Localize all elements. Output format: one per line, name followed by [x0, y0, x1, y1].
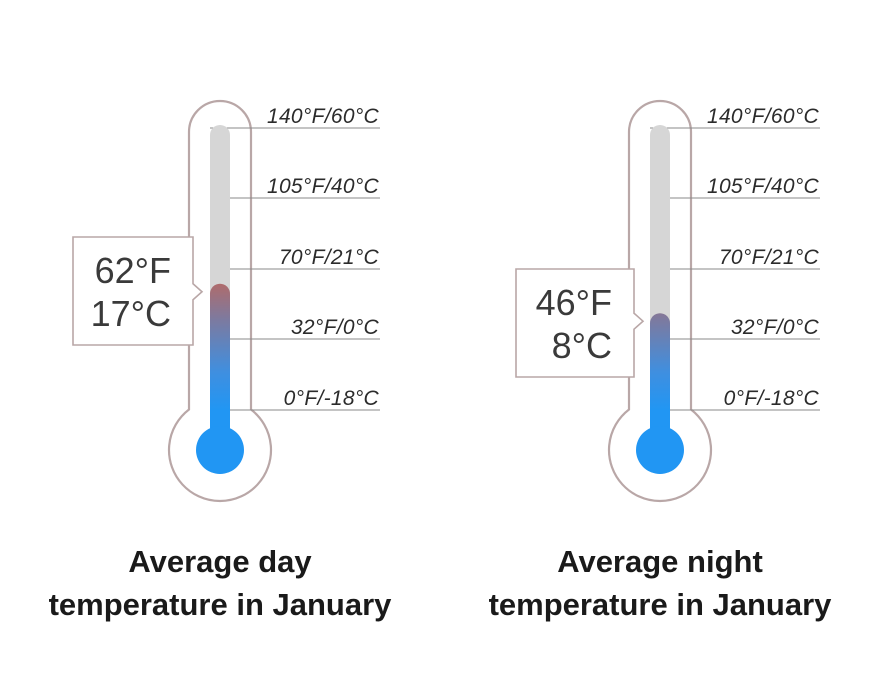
readout-celsius: 17°C [91, 293, 171, 334]
tick-label: 0°F/-18°C [724, 387, 820, 410]
tick-label: 32°F/0°C [731, 316, 820, 339]
mercury-column [650, 313, 670, 440]
chart-title-day-line-1: Average day [128, 544, 312, 579]
tick-label: 105°F/40°C [707, 175, 820, 198]
chart-title-day: Average day temperature in January [0, 540, 440, 626]
tick-label: 140°F/60°C [707, 105, 820, 128]
mercury-column [210, 283, 230, 440]
tick-label: 70°F/21°C [719, 246, 820, 269]
tick-label: 105°F/40°C [267, 175, 380, 198]
thermometer-bulb [196, 426, 244, 474]
tick-label: 140°F/60°C [267, 105, 380, 128]
chart-title-night-line-1: Average night [557, 544, 763, 579]
thermometer-night: 140°F/60°C 105°F/40°C 70°F/21°C 32°F/0°C 0°F… [515, 99, 820, 503]
chart-title-night: Average night temperature in January [440, 540, 880, 626]
readout-fahrenheit: 46°F [536, 282, 612, 323]
tick-label: 32°F/0°C [291, 316, 380, 339]
readout-fahrenheit: 62°F [95, 250, 171, 291]
thermometer-day: 140°F/60°C 105°F/40°C 70°F/21°C 32°F/0°C 0°F… [72, 99, 380, 503]
readout-callout [72, 236, 204, 346]
readout-callout [515, 268, 645, 378]
chart-title-night-line-2: temperature in January [488, 587, 832, 622]
tick-label: 0°F/-18°C [284, 387, 380, 410]
chart-title-day-line-2: temperature in January [48, 587, 392, 622]
thermometer-bulb [636, 426, 684, 474]
readout-celsius: 8°C [552, 325, 612, 366]
tick-label: 70°F/21°C [279, 246, 380, 269]
